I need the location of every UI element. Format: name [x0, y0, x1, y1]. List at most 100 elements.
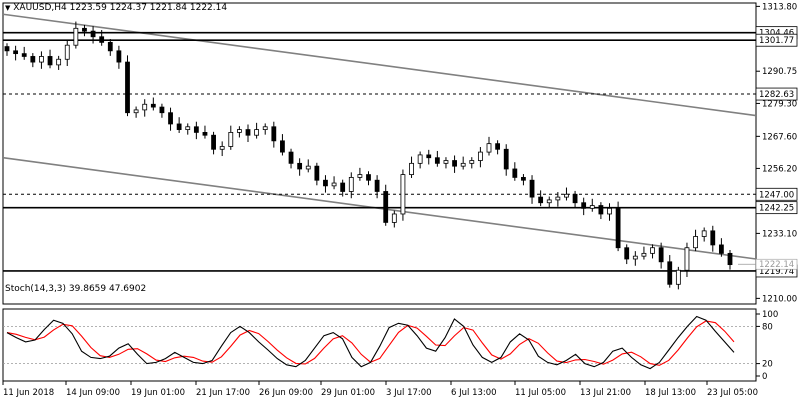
level-tag-label: 1219.74: [759, 267, 794, 277]
level-tag: [755, 33, 798, 47]
price-axis-label: 1267.60: [762, 132, 797, 142]
candle-body: [150, 103, 156, 108]
time-axis-label: 21 Jun 17:00: [196, 388, 250, 398]
stoch-axis-label: 0: [762, 372, 767, 382]
time-axis-label: 11 Jul 05:00: [515, 388, 566, 398]
candle-body: [400, 174, 406, 215]
candle-body: [90, 30, 96, 38]
stochastic-label: Stoch(14,3,3) 39.8659 47.6902: [5, 284, 147, 294]
candle-body: [650, 247, 655, 254]
stochastic-pane: [2, 308, 757, 382]
price-axis-label: 1290.75: [762, 67, 797, 77]
candle-body: [675, 269, 681, 285]
candle-body: [288, 151, 294, 164]
candle-body: [271, 126, 277, 142]
chart-header: ▼ XAUUSD,H4 1223.59 1224.37 1221.84 1222…: [5, 3, 227, 13]
candle-body: [64, 44, 70, 60]
candle-body: [374, 179, 380, 192]
candle-body: [581, 202, 587, 209]
stoch-axis-label: 100: [762, 310, 778, 320]
stoch-axis-label: 80: [762, 322, 773, 332]
candle-body: [107, 41, 113, 52]
time-axis-label: 3 Jul 17:00: [386, 388, 432, 398]
current-price-tag: [755, 258, 798, 270]
candle-body: [228, 132, 234, 147]
time-axis-label: 19 Jun 01:00: [131, 388, 185, 398]
candle-body: [82, 27, 87, 32]
candle-body: [219, 146, 225, 150]
candle-body: [486, 143, 492, 153]
candle-body: [632, 255, 638, 260]
candle-body: [56, 58, 62, 66]
candle-body: [426, 154, 432, 159]
candle-body: [512, 168, 518, 178]
candle-body: [73, 27, 79, 46]
candle-body: [383, 191, 389, 223]
candle-body: [340, 182, 346, 192]
candle-body: [710, 230, 716, 246]
candle-body: [323, 179, 328, 187]
candle-body: [469, 160, 475, 164]
candle-body: [30, 56, 36, 63]
candle-body: [529, 179, 535, 198]
candle-body: [417, 154, 423, 164]
candle-body: [357, 174, 363, 178]
candle-body: [391, 213, 397, 223]
candle-body: [21, 53, 27, 57]
time-axis-label: 14 Jun 09:00: [66, 388, 120, 398]
time-axis-label: 23 Jul 05:00: [707, 388, 758, 398]
candle-body: [521, 177, 526, 181]
level-tag-label: 1301.77: [759, 36, 794, 46]
time-axis-label: 26 Jun 09:00: [259, 388, 313, 398]
candle-body: [99, 36, 105, 43]
time-axis-label: 11 Jun 2018: [3, 388, 54, 398]
stoch-signal-line: [6, 320, 735, 366]
level-tag-label: 1304.46: [759, 29, 794, 39]
candle-body: [434, 157, 440, 164]
candle-body: [280, 140, 285, 153]
price-axis-label: 1313.80: [762, 2, 797, 12]
candle-body: [624, 247, 630, 260]
candle-body: [262, 126, 268, 130]
candle-body: [572, 193, 578, 204]
candle-body: [47, 56, 53, 66]
time-axis-label: 13 Jul 21:00: [580, 388, 631, 398]
price-axis-label: 1233.10: [762, 229, 797, 239]
time-axis-label: 29 Jun 01:00: [321, 388, 375, 398]
level-tag: [755, 87, 798, 101]
candle-body: [133, 109, 139, 114]
candle-body: [305, 165, 311, 170]
candle-body: [176, 123, 182, 130]
candle-body: [546, 199, 552, 204]
candle-body: [615, 207, 621, 249]
candle-body: [452, 160, 457, 167]
down-triangle-icon[interactable]: ▼: [5, 4, 11, 12]
candle-body: [348, 177, 354, 192]
candle-body: [555, 196, 561, 201]
candle-body: [39, 56, 44, 63]
candle-body: [564, 193, 569, 198]
candle-body: [460, 162, 466, 167]
candle-body: [159, 106, 165, 114]
candle-body: [168, 112, 173, 125]
time-axis-label: 6 Jul 13:00: [451, 388, 497, 398]
current-price-label: 1222.14: [759, 260, 794, 270]
level-tag-label: 1247.00: [759, 190, 794, 200]
candle-body: [538, 196, 544, 204]
candle-body: [116, 50, 122, 63]
candle-body: [684, 247, 690, 271]
candle-body: [314, 165, 320, 181]
candle-body: [409, 162, 414, 175]
candle-body: [366, 174, 371, 181]
candle-body: [727, 252, 733, 266]
candle-body: [193, 126, 199, 133]
candle-body: [667, 261, 673, 285]
ohlc-values: 1223.59 1224.37 1221.84 1222.14: [69, 3, 228, 13]
candle-body: [185, 126, 191, 130]
candle-body: [598, 205, 604, 215]
stoch-main-line: [6, 315, 735, 370]
upper-trendline[interactable]: [2, 13, 757, 117]
candle-body: [693, 236, 698, 249]
